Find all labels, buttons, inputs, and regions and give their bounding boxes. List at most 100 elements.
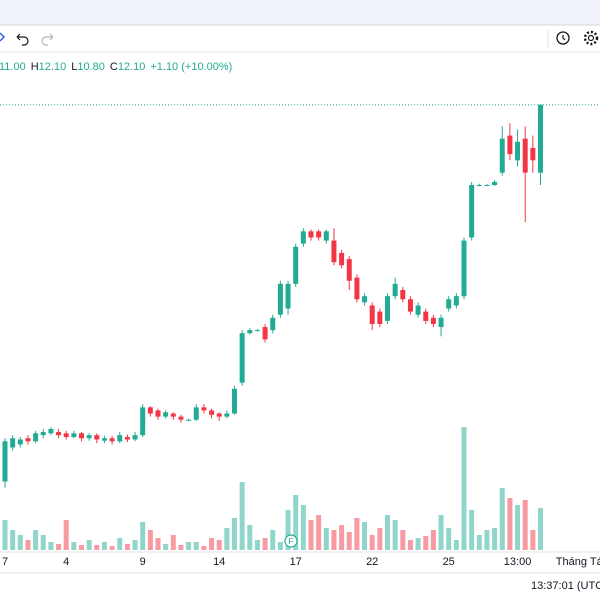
volume-bar [507,498,513,550]
volume-bar [346,532,352,550]
x-tick-label: 17 [290,556,302,568]
volume-bar [254,540,260,550]
volume-bar [484,530,490,550]
volume-bar [56,544,62,550]
volume-bar [147,530,153,550]
candle-body [354,277,360,300]
volume-bar [124,544,130,550]
redo-button[interactable] [41,33,54,46]
volume-bar [285,510,291,550]
candle-body [117,435,123,442]
candle-body [484,185,490,186]
candle-body [499,138,505,173]
candle-body [209,410,215,415]
candle-body [79,433,84,439]
candle-body [33,433,39,442]
candle-body [469,185,475,238]
volume-bar [186,542,192,550]
volume-bar [446,528,452,550]
volume-bar [170,535,176,550]
volume-bar [438,515,444,550]
volume-bar [423,536,429,550]
candle-body [262,327,268,340]
candle-body [377,311,383,324]
volume-bar [132,540,138,550]
volume-bar [2,520,8,550]
volume-bar [316,515,322,550]
volume-bar [155,538,161,550]
volume-bar [94,545,100,550]
x-tick-label: 4 [63,556,69,568]
volume-bar [17,535,23,550]
candle-body [132,435,138,440]
candle-body [323,231,329,241]
candle-body [316,231,322,238]
tool-icon[interactable] [0,32,6,42]
volume-bar [109,546,115,550]
volume-bar [40,535,46,550]
snapshot-button[interactable] [556,31,570,45]
candle-body [331,240,337,263]
volume-bar [262,538,268,550]
plot: 7 4 9 14 17 22 25 13:00 Tháng Tám [0,104,600,568]
candle-body [155,410,161,417]
legend-value: 10.80 [77,61,105,73]
candle-body [232,388,237,414]
candle-body [239,333,245,383]
volume-bar [377,528,383,550]
candle-body [56,432,62,436]
candle-body [247,330,253,334]
candle-body [446,299,452,309]
volume-bar [461,427,467,550]
candle-body [224,413,230,417]
volume-bar [362,522,368,550]
candle-body [369,305,375,324]
volume-bar [86,540,92,550]
event-marker[interactable] [284,534,298,548]
candle-body [124,437,130,440]
volume-bar [25,540,31,550]
legend-key: C [110,61,118,73]
candle-body [476,185,482,186]
candle-body [270,317,276,331]
legend-key: H [31,61,39,73]
volume-bar [469,510,475,550]
volume-bar [392,520,398,550]
legend-change: +1.10 (+10.00%) [150,61,232,73]
volume-bar [400,530,406,550]
volume-bar [385,515,390,550]
volume-bar [323,528,329,550]
volume-bar [339,525,345,550]
volume-bar [407,540,413,550]
volume-bar [453,540,459,550]
candle-body [300,231,306,244]
candle-body [362,296,368,303]
candle-body [25,438,31,442]
candle-body [530,147,536,161]
volume-bar [522,500,528,550]
settings-button[interactable] [583,30,599,46]
candle-body [178,416,184,420]
volume-bar [10,530,16,550]
candle-body [407,299,413,312]
volume-bar [232,518,237,550]
volume-bar [239,482,245,550]
candle-body [492,181,498,185]
volume-bar [33,530,39,550]
candle-body [522,138,528,173]
candle-body [430,317,436,324]
volume-bar [63,520,69,550]
candle-body [101,438,107,441]
volume-bar [354,518,360,550]
undo-button[interactable] [16,33,29,46]
candle-body [2,441,8,482]
x-tick-label: 25 [443,556,455,568]
volume-bar [530,530,536,550]
volume-bar [415,538,421,550]
candle-body [308,231,314,238]
volume-bar [117,538,123,550]
volume-bar [201,546,207,550]
clock: 13:37:01 (UTC+7) [531,580,600,592]
legend-value: 12.10 [39,61,67,73]
candle-body [461,240,467,297]
